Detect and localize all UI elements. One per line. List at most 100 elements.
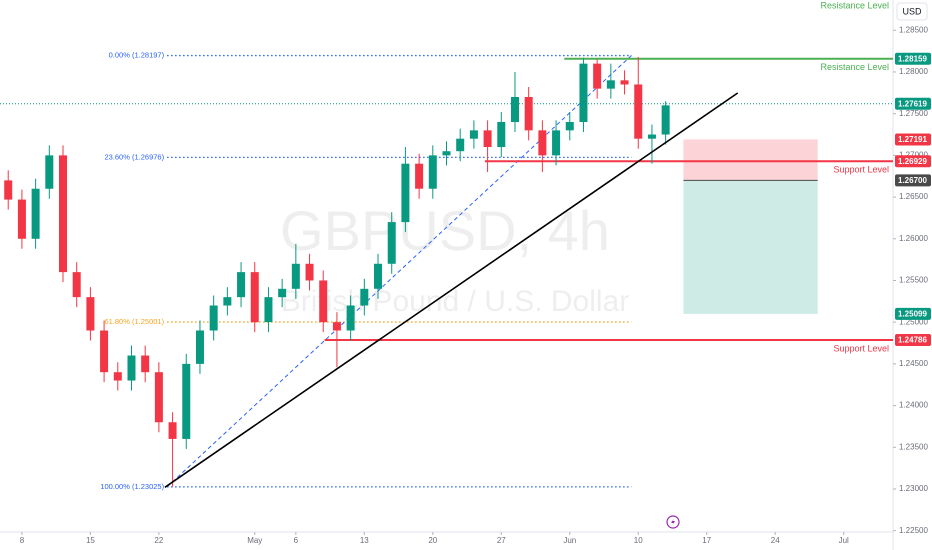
y-tick-label: 1.24000 — [899, 401, 928, 410]
candle-body — [319, 280, 328, 323]
candle-body — [291, 263, 300, 289]
x-tick-label: 8 — [20, 536, 25, 545]
candle-body — [593, 63, 602, 89]
candle-body — [415, 163, 424, 189]
y-tick-label: 1.27500 — [899, 109, 928, 118]
x-tick-label: 24 — [771, 536, 780, 545]
candle-body — [264, 297, 273, 323]
candle-body — [45, 155, 54, 189]
x-tick-label: 13 — [360, 536, 369, 545]
y-tick-label: 1.24500 — [899, 359, 928, 368]
candle-body — [565, 122, 574, 131]
x-tick-label: 17 — [702, 536, 711, 545]
candle-body — [168, 422, 177, 439]
x-tick-label: 15 — [86, 536, 95, 545]
candle-body — [17, 199, 26, 239]
candle-body — [195, 330, 204, 364]
price-tag-label: 1.25099 — [898, 310, 927, 319]
level-name: Resistance Level — [820, 62, 889, 72]
price-tag — [895, 155, 931, 168]
price-tag-label: 1.28159 — [898, 54, 927, 63]
price-tag — [895, 174, 931, 187]
level-name: Support Level — [833, 165, 889, 175]
y-tick-label: 1.26500 — [899, 192, 928, 201]
x-tick-label: 6 — [294, 536, 299, 545]
candle-body — [538, 130, 547, 156]
price-tag-label: 1.24786 — [898, 336, 927, 345]
y-tick-label: 1.25000 — [899, 317, 928, 326]
candle-body — [113, 372, 122, 381]
candle-body — [305, 263, 314, 281]
watermark-title: GBPUSD, 4h — [280, 199, 610, 262]
candle-body — [72, 272, 81, 298]
y-tick-label: 1.25500 — [899, 276, 928, 285]
x-tick-label: 10 — [634, 536, 643, 545]
price-tag-label: 1.27619 — [898, 99, 927, 108]
x-tick-label: May — [247, 536, 262, 545]
lightning-icon — [666, 515, 680, 529]
candle-body — [100, 330, 109, 373]
candle-body — [154, 372, 163, 423]
candle-body — [647, 134, 656, 139]
candle-body — [469, 130, 478, 139]
candle-body — [579, 63, 588, 123]
candle-body — [387, 222, 396, 264]
candle-body — [524, 96, 533, 131]
y-tick-label: 1.22500 — [899, 526, 928, 535]
candle-body — [606, 80, 615, 89]
candle-body — [483, 130, 492, 148]
candle-body — [209, 305, 218, 331]
candle-body — [510, 96, 519, 123]
candle-body — [250, 272, 259, 323]
price-tag — [895, 133, 931, 146]
candle-body — [332, 322, 341, 331]
price-tag — [895, 334, 931, 347]
price-tag — [895, 52, 931, 65]
x-tick-label: 27 — [497, 536, 506, 545]
x-tick-label: Jun — [563, 536, 576, 545]
watermark-subtitle: British Pound / U.S. Dollar — [281, 285, 629, 318]
candle-body — [442, 151, 451, 156]
candle-body — [182, 363, 191, 439]
candle-body — [4, 180, 13, 200]
x-tick-label: Jul — [839, 536, 849, 545]
candle-body — [661, 105, 670, 135]
candle-body — [31, 188, 40, 239]
stop-zone — [683, 139, 818, 181]
candle-body — [401, 163, 410, 223]
fib-label: 61.80% (1.25001) — [104, 317, 164, 326]
x-tick-label: 20 — [428, 536, 437, 545]
currency-label[interactable]: USD — [902, 6, 922, 16]
y-tick-label: 1.26000 — [899, 234, 928, 243]
price-tag-label: 1.27191 — [898, 135, 927, 144]
y-tick-label: 1.28000 — [899, 67, 928, 76]
candle-body — [552, 130, 561, 156]
fib-label: 100.00% (1.23025) — [100, 482, 164, 491]
y-tick-label: 1.23500 — [899, 442, 928, 451]
level-name: Support Level — [833, 343, 889, 353]
currency-button[interactable] — [896, 2, 928, 21]
candle-body — [360, 288, 369, 306]
fib-trend — [166, 55, 632, 488]
target-zone — [683, 180, 818, 314]
fib-label: 0.00% (1.28197) — [109, 51, 165, 60]
candle-body — [428, 155, 437, 189]
price-tag — [895, 307, 931, 320]
candle-body — [346, 305, 355, 331]
candle-body — [620, 80, 629, 85]
candle-body — [278, 288, 287, 298]
candle-body — [497, 122, 506, 148]
candle-body — [141, 355, 150, 373]
candle-body — [127, 355, 136, 381]
candle-body — [223, 297, 232, 306]
y-tick-label: 1.28500 — [899, 25, 928, 34]
price-tag-label: 1.26929 — [898, 157, 927, 166]
x-tick-label: 22 — [154, 536, 163, 545]
y-tick-label: 1.27000 — [899, 150, 928, 159]
price-tag-label: 1.26700 — [898, 176, 927, 185]
annotation: Resistance Level — [820, 0, 889, 10]
candle-body — [237, 272, 246, 298]
price-tag — [895, 97, 931, 110]
